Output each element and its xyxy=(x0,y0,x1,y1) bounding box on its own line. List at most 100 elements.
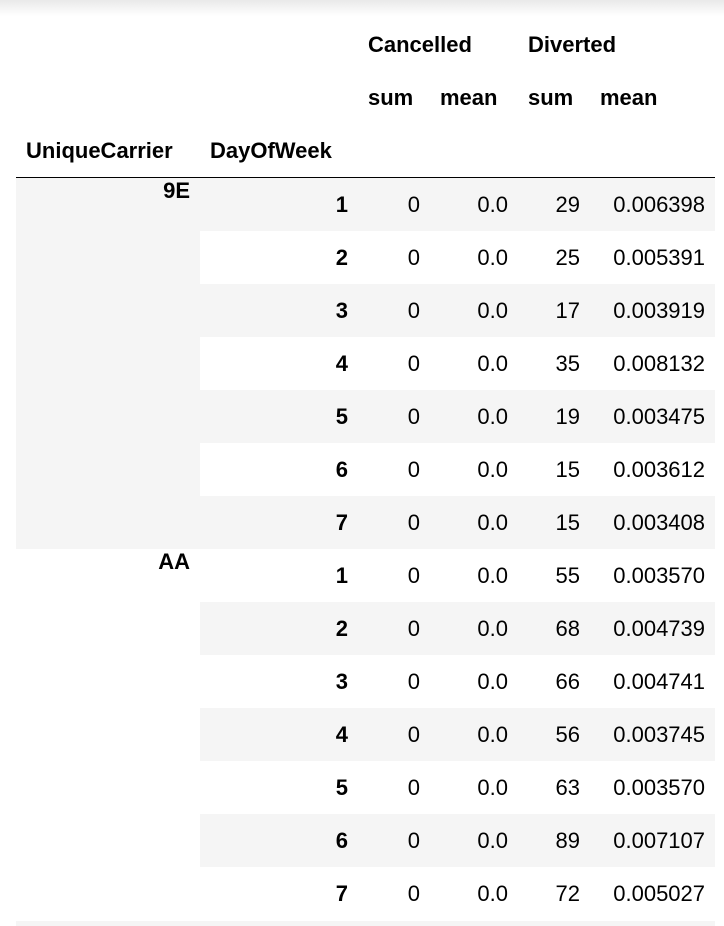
table-row: 5 0 0.0 19 0.003475 xyxy=(16,390,716,443)
cell-diverted-mean: 0.003612 xyxy=(613,456,706,482)
column-cancelled-mean: mean xyxy=(440,84,498,110)
cell-cancelled-sum: 0 xyxy=(407,244,420,270)
cell-cancelled-sum: 0 xyxy=(358,602,430,655)
cell-diverted-mean: 0.003745 xyxy=(590,708,716,761)
cell-diverted-sum: 68 xyxy=(518,602,590,655)
carrier-label: AA xyxy=(16,549,200,920)
cell-cancelled-sum: 0 xyxy=(407,562,420,588)
day-of-week-label: 4 xyxy=(200,708,358,761)
cell-diverted-sum: 89 xyxy=(518,814,590,867)
table-body: 9E 1 0 0.0 29 0.006398 2 0 0.0 25 0.005391 3 0 0.0 17 0… xyxy=(16,177,716,920)
table-row: 4 0 0.0 35 0.008132 xyxy=(16,337,715,390)
dataframe-table: Cancelled Diverted sum mean sum mean Uni… xyxy=(16,18,716,920)
day-of-week-label: 6 xyxy=(335,456,348,482)
header-empty xyxy=(590,124,716,178)
cell-cancelled-mean: 0.0 xyxy=(430,390,518,443)
cell-cancelled-mean: 0.0 xyxy=(430,708,518,761)
table-row: 6 0 0.0 89 0.007107 xyxy=(16,814,716,867)
cell-diverted-mean: 0.005391 xyxy=(613,244,706,270)
table-bottom-edge xyxy=(16,921,715,926)
cell-cancelled-mean: 0.0 xyxy=(430,284,518,337)
index-name-day: DayOfWeek xyxy=(200,124,358,178)
cell-diverted-sum: 25 xyxy=(555,244,580,270)
cell-cancelled-sum: 0 xyxy=(358,390,430,443)
header-row-top: Cancelled Diverted xyxy=(16,18,715,71)
cell-diverted-sum: 17 xyxy=(518,284,590,337)
cell-cancelled-sum: 0 xyxy=(407,880,420,906)
table-row: 2 0 0.0 68 0.004739 xyxy=(16,602,716,655)
cell-cancelled-mean: 0.0 xyxy=(430,602,518,655)
column-group-diverted: Diverted xyxy=(528,31,617,57)
table-row: 9E 1 0 0.0 29 0.006398 xyxy=(16,177,716,549)
carrier-label: 9E xyxy=(16,177,200,549)
cell-cancelled-mean: 0.0 xyxy=(477,456,508,482)
cell-cancelled-sum: 0 xyxy=(358,814,430,867)
index-name-carrier: UniqueCarrier xyxy=(16,124,200,178)
day-of-week-label: 7 xyxy=(200,496,358,549)
cell-diverted-mean: 0.005027 xyxy=(613,880,706,906)
cell-diverted-sum: 19 xyxy=(518,390,590,443)
day-of-week-label: 5 xyxy=(335,774,348,800)
cell-cancelled-sum: 0 xyxy=(407,350,420,376)
column-group-cancelled: Cancelled xyxy=(368,31,472,57)
table-row: 7 0 0.0 15 0.003408 xyxy=(16,496,716,549)
top-shadow xyxy=(0,0,724,16)
day-of-week-label: 5 xyxy=(200,390,358,443)
day-of-week-label: 7 xyxy=(335,880,348,906)
cell-cancelled-sum: 0 xyxy=(407,774,420,800)
table-row: 3 0 0.0 17 0.003919 xyxy=(16,284,716,337)
day-of-week-label: 2 xyxy=(200,602,358,655)
cell-diverted-sum: 15 xyxy=(555,456,580,482)
cell-cancelled-mean: 0.0 xyxy=(477,880,508,906)
cell-diverted-mean: 0.003570 xyxy=(613,562,706,588)
header-row-index: UniqueCarrier DayOfWeek xyxy=(16,124,716,178)
cell-cancelled-mean: 0.0 xyxy=(477,668,508,694)
cell-cancelled-sum: 0 xyxy=(358,496,430,549)
cell-diverted-mean: 0.003570 xyxy=(613,774,706,800)
cell-cancelled-mean: 0.0 xyxy=(477,244,508,270)
day-of-week-label: 1 xyxy=(200,177,358,231)
cell-diverted-mean: 0.006398 xyxy=(590,177,716,231)
day-of-week-label: 2 xyxy=(335,244,348,270)
header-row-stats: sum mean sum mean xyxy=(16,71,715,124)
header-empty xyxy=(430,124,518,178)
cell-cancelled-sum: 0 xyxy=(358,708,430,761)
table-row: 5 0 0.0 63 0.003570 xyxy=(16,761,715,814)
cell-cancelled-mean: 0.0 xyxy=(430,496,518,549)
cell-diverted-sum: 56 xyxy=(518,708,590,761)
cell-diverted-mean: 0.004741 xyxy=(613,668,706,694)
header-empty xyxy=(518,124,590,178)
table-row: 7 0 0.0 72 0.005027 xyxy=(16,867,715,920)
cell-diverted-mean: 0.003475 xyxy=(590,390,716,443)
cell-cancelled-sum: 0 xyxy=(407,668,420,694)
cell-diverted-mean: 0.007107 xyxy=(590,814,716,867)
day-of-week-label: 6 xyxy=(200,814,358,867)
table-row: AA 1 0 0.0 55 0.003570 xyxy=(16,549,715,920)
cell-cancelled-mean: 0.0 xyxy=(477,350,508,376)
cell-diverted-mean: 0.004739 xyxy=(590,602,716,655)
table-row: 3 0 0.0 66 0.004741 xyxy=(16,655,715,708)
cell-cancelled-mean: 0.0 xyxy=(430,814,518,867)
cell-diverted-sum: 66 xyxy=(555,668,580,694)
cell-diverted-sum: 55 xyxy=(555,562,580,588)
column-diverted-sum: sum xyxy=(528,84,574,110)
cell-diverted-sum: 35 xyxy=(555,350,580,376)
table-row: 6 0 0.0 15 0.003612 xyxy=(16,443,715,496)
cell-cancelled-sum: 0 xyxy=(358,284,430,337)
cell-cancelled-sum: 0 xyxy=(407,456,420,482)
table-row: 2 0 0.0 25 0.005391 xyxy=(16,231,715,284)
cell-diverted-sum: 72 xyxy=(555,880,580,906)
day-of-week-label: 4 xyxy=(335,350,348,376)
cell-diverted-mean: 0.003408 xyxy=(590,496,716,549)
column-diverted-mean: mean xyxy=(600,84,658,110)
cell-cancelled-mean: 0.0 xyxy=(477,774,508,800)
cell-diverted-mean: 0.003919 xyxy=(590,284,716,337)
header-empty xyxy=(200,71,358,124)
cell-diverted-sum: 29 xyxy=(518,177,590,231)
day-of-week-label: 3 xyxy=(200,284,358,337)
cell-diverted-sum: 15 xyxy=(518,496,590,549)
table-row: 4 0 0.0 56 0.003745 xyxy=(16,708,716,761)
header-empty xyxy=(200,18,358,71)
cell-cancelled-sum: 0 xyxy=(358,177,430,231)
header-empty xyxy=(358,124,430,178)
